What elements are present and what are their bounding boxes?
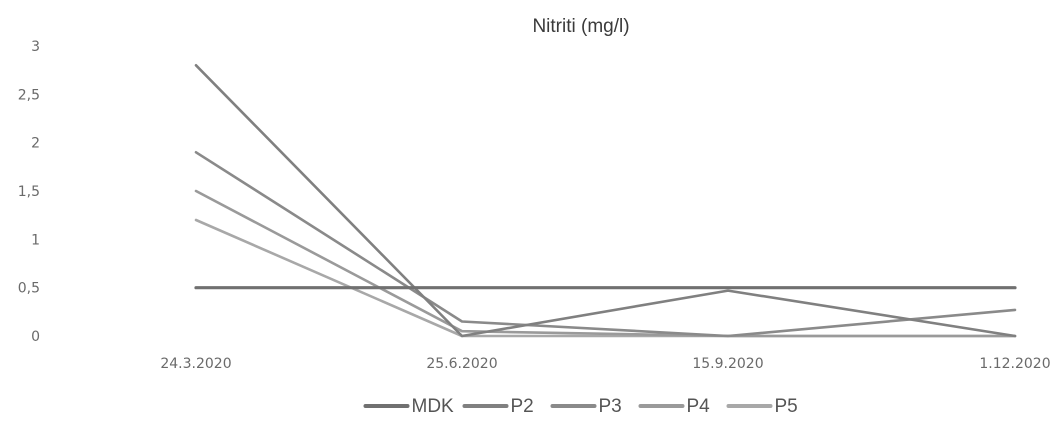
series-line-p2 [194, 64, 1017, 338]
legend-label-mdk: MDK [412, 396, 455, 417]
y-axis: 3 2,5 2 1,5 1 0,5 0 [18, 39, 40, 345]
x-tick-label: 24.3.2020 [160, 356, 231, 372]
x-tick-label: 1.12.2020 [979, 356, 1050, 372]
legend-label-p3: P3 [599, 396, 622, 417]
x-tick-label: 15.9.2020 [692, 356, 763, 372]
series-line-p4 [194, 189, 1017, 338]
y-tick-label: 1,5 [18, 184, 40, 200]
series-line-p3 [194, 151, 1017, 338]
chart-title: Nitriti (mg/l) [532, 16, 629, 37]
y-tick-label: 2,5 [18, 87, 40, 103]
y-tick-label: 1 [31, 232, 40, 248]
series-lines [194, 64, 1017, 338]
legend-label-p4: P4 [687, 396, 711, 417]
x-axis: 24.3.2020 25.6.2020 15.9.2020 1.12.2020 [160, 356, 1050, 372]
x-tick-label: 25.6.2020 [426, 356, 497, 372]
y-tick-label: 0,5 [18, 281, 40, 297]
series-line-p5 [194, 218, 1017, 338]
y-tick-label: 2 [31, 136, 40, 152]
y-tick-label: 3 [31, 39, 40, 55]
legend-label-p5: P5 [775, 396, 798, 417]
chart-legend: MDK P2 P3 P4 P5 [363, 396, 798, 417]
legend-label-p2: P2 [511, 396, 534, 417]
y-tick-label: 0 [31, 329, 40, 345]
